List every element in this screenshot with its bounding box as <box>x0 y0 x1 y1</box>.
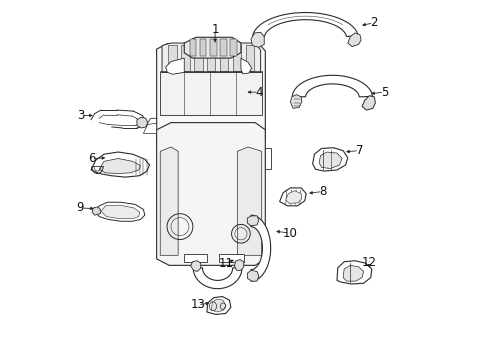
Polygon shape <box>211 299 225 312</box>
Polygon shape <box>99 158 140 174</box>
Polygon shape <box>200 40 206 56</box>
Polygon shape <box>101 205 140 219</box>
Polygon shape <box>220 40 226 56</box>
Polygon shape <box>234 260 244 270</box>
Polygon shape <box>219 253 244 262</box>
Polygon shape <box>290 95 301 108</box>
Polygon shape <box>362 96 375 110</box>
Polygon shape <box>250 32 264 47</box>
Polygon shape <box>190 261 201 271</box>
Text: 7: 7 <box>355 144 362 157</box>
Polygon shape <box>219 45 228 71</box>
Polygon shape <box>190 40 196 56</box>
Polygon shape <box>230 40 236 56</box>
Text: 4: 4 <box>255 86 262 99</box>
Text: 12: 12 <box>361 256 376 269</box>
Polygon shape <box>162 43 260 72</box>
Polygon shape <box>181 45 189 71</box>
Polygon shape <box>237 147 261 255</box>
Polygon shape <box>285 191 301 203</box>
Polygon shape <box>279 188 305 206</box>
Polygon shape <box>245 45 254 71</box>
Polygon shape <box>336 261 371 284</box>
Polygon shape <box>137 117 147 128</box>
Text: 10: 10 <box>282 226 297 239</box>
Text: 5: 5 <box>380 86 387 99</box>
Polygon shape <box>206 297 230 315</box>
Polygon shape <box>91 152 149 177</box>
Polygon shape <box>265 148 271 169</box>
Polygon shape <box>319 152 341 168</box>
Polygon shape <box>160 147 178 255</box>
Polygon shape <box>252 13 358 36</box>
Polygon shape <box>232 45 241 71</box>
Polygon shape <box>165 58 184 74</box>
Polygon shape <box>183 253 206 262</box>
Text: 9: 9 <box>76 202 83 215</box>
Polygon shape <box>250 215 270 281</box>
Polygon shape <box>292 75 372 97</box>
Polygon shape <box>160 72 261 116</box>
Polygon shape <box>241 58 251 74</box>
Polygon shape <box>206 45 215 71</box>
Polygon shape <box>156 44 265 146</box>
Polygon shape <box>343 265 363 281</box>
Text: 13: 13 <box>190 298 205 311</box>
Polygon shape <box>156 123 265 265</box>
Polygon shape <box>193 268 242 289</box>
Text: 11: 11 <box>218 257 233 270</box>
Polygon shape <box>247 216 258 226</box>
Text: 6: 6 <box>88 152 96 165</box>
Polygon shape <box>184 37 241 58</box>
Polygon shape <box>210 40 216 56</box>
Text: 2: 2 <box>369 17 377 30</box>
Polygon shape <box>145 118 156 126</box>
Polygon shape <box>96 202 144 221</box>
Text: 1: 1 <box>211 23 219 36</box>
Text: 8: 8 <box>318 185 325 198</box>
Text: 3: 3 <box>78 109 85 122</box>
Polygon shape <box>194 45 202 71</box>
Polygon shape <box>168 45 176 71</box>
Polygon shape <box>143 123 156 134</box>
Polygon shape <box>347 33 360 46</box>
Polygon shape <box>92 207 100 215</box>
Polygon shape <box>247 270 258 281</box>
Polygon shape <box>312 148 347 171</box>
